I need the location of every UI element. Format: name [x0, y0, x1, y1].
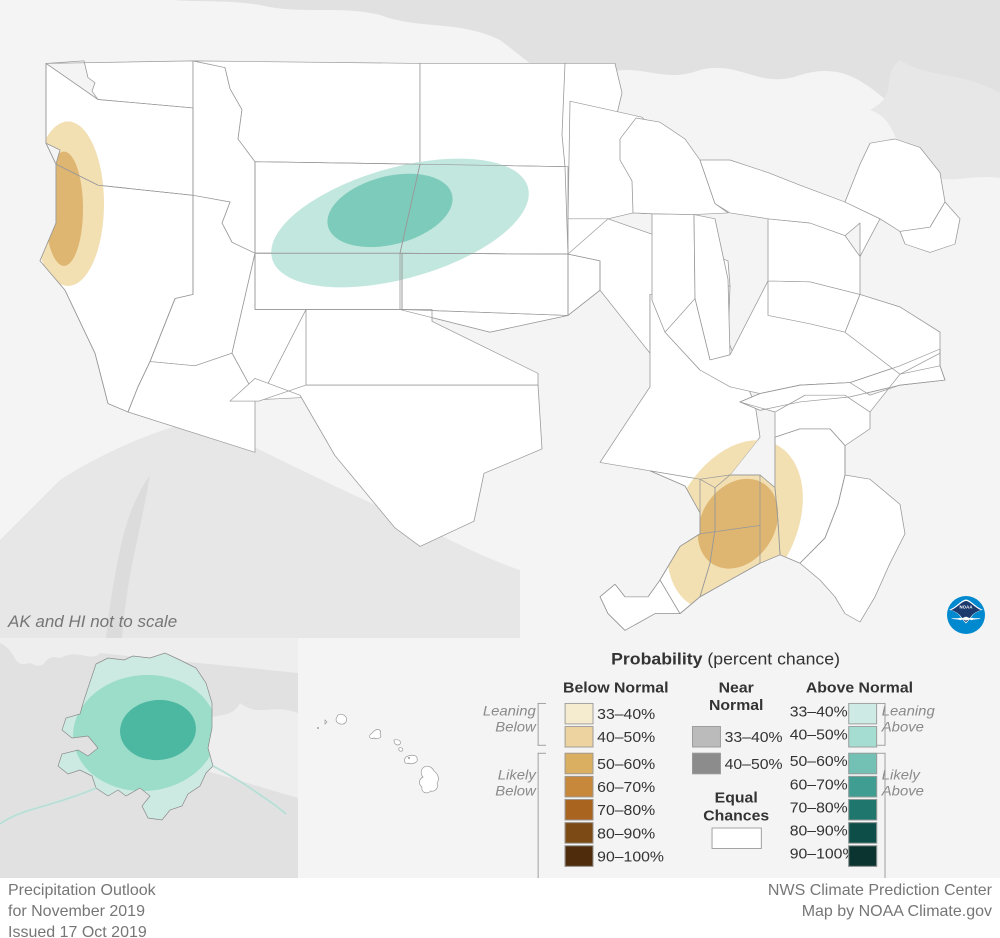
svg-text:NOAA: NOAA — [959, 605, 972, 610]
